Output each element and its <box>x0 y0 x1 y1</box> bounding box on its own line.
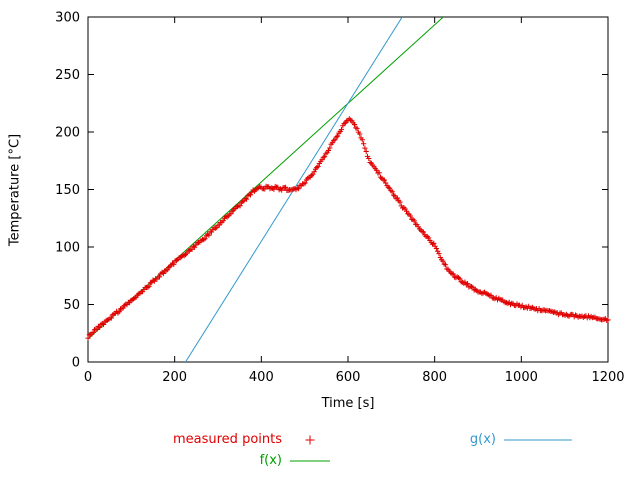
y-tick-label: 50 <box>63 298 80 313</box>
y-tick-label: 300 <box>55 11 80 26</box>
x-tick-label: 1000 <box>505 370 538 385</box>
x-tick-label: 1200 <box>591 370 624 385</box>
legend-item-f: f(x) <box>100 452 332 469</box>
x-tick-label: 800 <box>422 370 447 385</box>
legend-item-measured-points: measured points <box>100 431 332 448</box>
x-tick-label: 0 <box>84 370 92 385</box>
y-tick-label: 150 <box>55 183 80 198</box>
legend-label-measured-points: measured points <box>172 432 282 447</box>
legend-label-g: g(x) <box>469 432 496 447</box>
plus-marker-icon <box>305 435 315 444</box>
legend-label-f: f(x) <box>259 453 282 468</box>
x-axis-label: Time [s] <box>321 396 375 411</box>
line-sample-icon <box>504 439 572 440</box>
x-tick-label: 600 <box>336 370 361 385</box>
y-tick-label: 0 <box>72 356 80 371</box>
y-tick-label: 250 <box>55 68 80 83</box>
y-tick-label: 100 <box>55 241 80 256</box>
legend-item-g: g(x) <box>330 431 574 448</box>
series-points-measured points <box>85 116 611 341</box>
y-tick-label: 200 <box>55 126 80 141</box>
series-line-g(x) <box>184 17 403 362</box>
x-tick-label: 200 <box>162 370 187 385</box>
y-axis-label: Temperature [°C] <box>7 133 23 247</box>
series-line-f(x) <box>88 17 445 340</box>
line-sample-icon <box>290 460 330 461</box>
x-tick-label: 400 <box>249 370 274 385</box>
